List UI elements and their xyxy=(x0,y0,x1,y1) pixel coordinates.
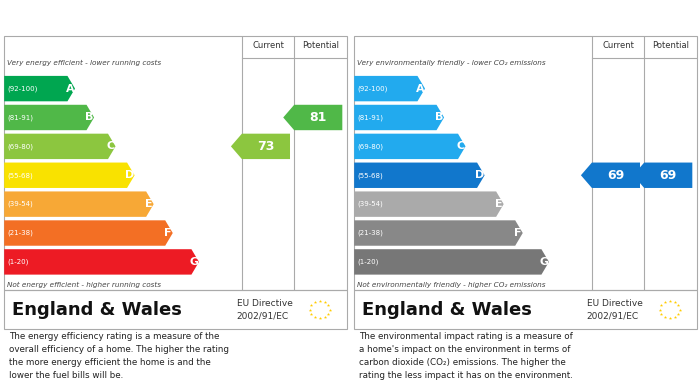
Text: Not environmentally friendly - higher CO₂ emissions: Not environmentally friendly - higher CO… xyxy=(357,282,545,288)
Text: C: C xyxy=(457,142,465,151)
Text: (1-20): (1-20) xyxy=(358,259,379,265)
Polygon shape xyxy=(354,192,504,217)
Polygon shape xyxy=(4,192,154,217)
Polygon shape xyxy=(284,105,342,130)
Text: B: B xyxy=(85,113,94,122)
Text: Very environmentally friendly - lower CO₂ emissions: Very environmentally friendly - lower CO… xyxy=(357,60,545,66)
Text: 73: 73 xyxy=(258,140,274,153)
Polygon shape xyxy=(354,134,466,159)
Text: G: G xyxy=(540,257,549,267)
Polygon shape xyxy=(4,220,173,246)
Text: (21-38): (21-38) xyxy=(358,230,384,236)
Text: (69-80): (69-80) xyxy=(8,143,34,150)
Polygon shape xyxy=(354,105,444,130)
Polygon shape xyxy=(4,249,199,274)
Text: B: B xyxy=(435,113,444,122)
Text: (81-91): (81-91) xyxy=(8,114,34,121)
Polygon shape xyxy=(634,163,692,188)
Polygon shape xyxy=(4,134,116,159)
Text: EU Directive
2002/91/EC: EU Directive 2002/91/EC xyxy=(587,299,643,321)
Text: (55-68): (55-68) xyxy=(358,172,384,179)
Text: Very energy efficient - lower running costs: Very energy efficient - lower running co… xyxy=(7,60,161,66)
Text: G: G xyxy=(190,257,199,267)
Text: (21-38): (21-38) xyxy=(8,230,34,236)
Text: (39-54): (39-54) xyxy=(358,201,384,207)
Text: Energy Efficiency Rating: Energy Efficiency Rating xyxy=(12,13,195,25)
Text: Current: Current xyxy=(252,41,284,50)
Polygon shape xyxy=(4,163,134,188)
Text: E: E xyxy=(496,199,503,209)
Polygon shape xyxy=(581,163,640,188)
Text: Potential: Potential xyxy=(302,41,339,50)
Polygon shape xyxy=(354,220,523,246)
Text: Potential: Potential xyxy=(652,41,689,50)
Text: (69-80): (69-80) xyxy=(358,143,384,150)
Text: 69: 69 xyxy=(659,169,677,182)
Text: (81-91): (81-91) xyxy=(358,114,384,121)
Text: Not energy efficient - higher running costs: Not energy efficient - higher running co… xyxy=(7,282,161,288)
Text: F: F xyxy=(164,228,172,238)
Text: The energy efficiency rating is a measure of the
overall efficiency of a home. T: The energy efficiency rating is a measur… xyxy=(8,332,229,380)
Text: The environmental impact rating is a measure of
a home's impact on the environme: The environmental impact rating is a mea… xyxy=(358,332,573,380)
Text: C: C xyxy=(107,142,115,151)
Text: EU Directive
2002/91/EC: EU Directive 2002/91/EC xyxy=(237,299,293,321)
Polygon shape xyxy=(354,76,425,101)
Text: Current: Current xyxy=(602,41,634,50)
Text: (92-100): (92-100) xyxy=(358,85,388,92)
Text: Environmental Impact (CO₂) Rating: Environmental Impact (CO₂) Rating xyxy=(362,13,624,25)
Polygon shape xyxy=(354,249,549,274)
Text: (1-20): (1-20) xyxy=(8,259,29,265)
Text: England & Wales: England & Wales xyxy=(362,301,532,319)
Text: 69: 69 xyxy=(608,169,624,182)
Text: E: E xyxy=(146,199,153,209)
Text: D: D xyxy=(475,170,484,180)
Text: (92-100): (92-100) xyxy=(8,85,38,92)
Polygon shape xyxy=(354,163,484,188)
Text: 81: 81 xyxy=(309,111,327,124)
Text: (39-54): (39-54) xyxy=(8,201,34,207)
Text: D: D xyxy=(125,170,134,180)
Text: (55-68): (55-68) xyxy=(8,172,34,179)
Text: England & Wales: England & Wales xyxy=(12,301,182,319)
Polygon shape xyxy=(4,76,75,101)
Text: F: F xyxy=(514,228,522,238)
Polygon shape xyxy=(231,134,290,159)
Text: A: A xyxy=(416,84,425,93)
Polygon shape xyxy=(4,105,94,130)
Text: A: A xyxy=(66,84,75,93)
